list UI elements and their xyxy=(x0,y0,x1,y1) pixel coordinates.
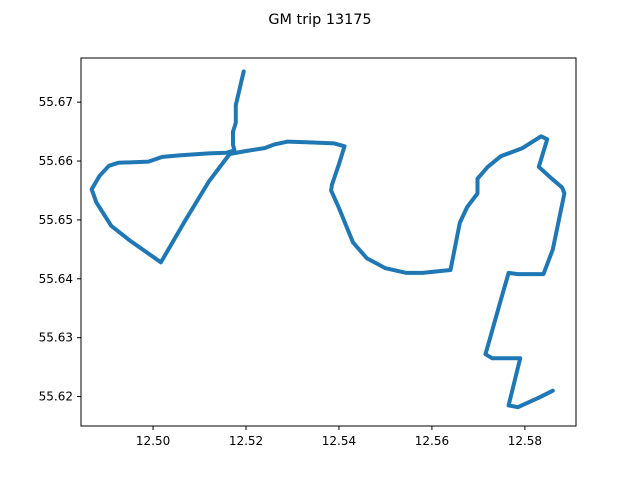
y-tick-label: 55.62 xyxy=(39,390,73,404)
x-axis: 12.50 12.52 12.54 12.56 12.58 xyxy=(136,426,542,448)
x-tick-label: 12.50 xyxy=(136,434,170,448)
x-tick-label: 12.56 xyxy=(415,434,449,448)
x-tick-label: 12.54 xyxy=(322,434,356,448)
chart-title: GM trip 13175 xyxy=(268,12,371,28)
x-tick-label: 12.52 xyxy=(229,434,263,448)
y-tick-label: 55.66 xyxy=(39,154,73,168)
plot-area xyxy=(89,69,567,410)
y-tick-label: 55.64 xyxy=(39,272,73,286)
plot-frame xyxy=(80,57,577,427)
y-axis: 55.62 55.63 55.64 55.65 55.66 55.67 xyxy=(39,95,81,404)
x-tick-label: 12.58 xyxy=(508,434,542,448)
y-tick-label: 55.63 xyxy=(39,331,73,345)
y-tick-label: 55.67 xyxy=(39,95,73,109)
y-tick-label: 55.65 xyxy=(39,213,73,227)
series-line-0 xyxy=(89,69,567,410)
